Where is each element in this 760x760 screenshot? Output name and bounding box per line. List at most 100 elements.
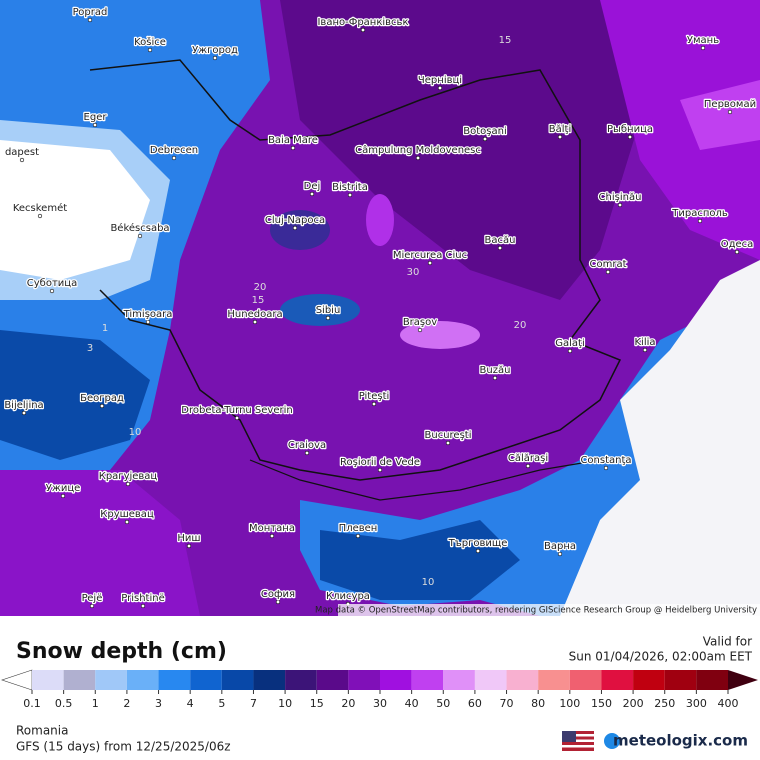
- city-dot: [325, 315, 331, 321]
- colorbar-swatch: [253, 670, 286, 690]
- colorbar-label: 30: [373, 697, 387, 710]
- colorbar-swatch: [664, 670, 697, 690]
- city-label: Prishtinë: [121, 593, 164, 604]
- city-label: Piteşti: [359, 391, 390, 402]
- city-dot: [734, 249, 740, 255]
- city-dot: [557, 134, 563, 140]
- city-label: Клисура: [326, 591, 370, 602]
- colorbar-swatch: [601, 670, 634, 690]
- city-dot: [292, 225, 298, 231]
- city-dot: [171, 155, 177, 161]
- city-label: Miercurea Ciuc: [393, 250, 467, 261]
- city-dot: [147, 47, 153, 53]
- city-label: Craiova: [288, 440, 326, 451]
- city-dot: [19, 157, 25, 163]
- colorbar-label: 200: [623, 697, 644, 710]
- contour-label: 10: [129, 427, 142, 438]
- city-label: Івано-Франківськ: [317, 16, 408, 28]
- city-dot: [475, 548, 481, 554]
- city-label: Търговище: [448, 538, 508, 549]
- city-label: Pejë: [82, 593, 103, 604]
- city-dot: [697, 218, 703, 224]
- city-label: Bacău: [485, 235, 516, 246]
- snow-region: [366, 194, 394, 246]
- snow-region: [320, 520, 520, 600]
- city-dot: [427, 260, 433, 266]
- city-dot: [304, 450, 310, 456]
- border: [249, 459, 601, 501]
- border: [89, 59, 622, 481]
- city-dot: [377, 467, 383, 473]
- city-label: Eger: [84, 112, 108, 123]
- city-dot: [60, 493, 66, 499]
- colorbar-label: 1: [92, 697, 99, 710]
- black-sea: [560, 260, 760, 616]
- colorbar-swatch: [95, 670, 127, 690]
- contour-label: 15: [252, 295, 265, 306]
- city-dot: [525, 463, 531, 469]
- attribution-box: [338, 604, 760, 616]
- city-dot: [642, 347, 648, 353]
- valid-label: Valid for: [703, 635, 752, 649]
- city-dot: [99, 403, 105, 409]
- colorbar-label: 100: [559, 697, 580, 710]
- city-dot: [87, 17, 93, 23]
- city-dot: [557, 551, 563, 557]
- city-dot: [269, 533, 275, 539]
- city-dot: [492, 375, 498, 381]
- city-label: Суботица: [27, 278, 77, 289]
- colorbar-label: 3: [155, 697, 162, 710]
- city-label: Baia Mare: [268, 135, 318, 146]
- colorbar-label: 300: [686, 697, 707, 710]
- colorbar-label: 7: [250, 697, 257, 710]
- colorbar-swatch: [569, 670, 602, 690]
- city-dot: [290, 145, 296, 151]
- colorbar-label: 40: [405, 697, 419, 710]
- colorbar-swatch: [32, 670, 64, 690]
- colorbar-swatch: [348, 670, 380, 690]
- city-dot: [309, 191, 315, 197]
- city-dot: [567, 348, 573, 354]
- city-label: Ниш: [177, 533, 200, 544]
- city-dot: [355, 533, 361, 539]
- snow-region: [680, 80, 760, 150]
- city-dot: [140, 603, 146, 609]
- city-label: Kilia: [634, 337, 655, 348]
- map: Poprad Košice Ужгород Івано-Франківськ Умань…: [0, 0, 760, 616]
- snow-region: [280, 294, 360, 326]
- city-dot: [371, 401, 377, 407]
- city-dot: [212, 55, 218, 61]
- city-label: Békéscsaba: [110, 222, 169, 234]
- city-label: Câmpulung Moldovenesc: [355, 144, 481, 156]
- colorbar-swatch: [538, 670, 570, 690]
- city-dot: [234, 415, 240, 421]
- city-dot: [415, 155, 421, 161]
- colorbar-swatch: [696, 670, 728, 690]
- city-dot: [360, 27, 366, 33]
- colorbar-over: [728, 670, 758, 690]
- city-label: Плевен: [339, 523, 378, 534]
- contour-label: 30: [407, 267, 420, 278]
- contour-label: 3: [87, 343, 93, 354]
- city-label: Roşiorii de Vede: [340, 457, 420, 468]
- city-label: Constanţa: [580, 455, 631, 466]
- city-dot: [482, 136, 488, 142]
- city-label: Первомай: [704, 99, 756, 110]
- snow-region: [600, 0, 760, 260]
- logo-icon: [604, 733, 620, 749]
- contour-label: 10: [422, 577, 435, 588]
- city-dot: [92, 122, 98, 128]
- snow-region: [0, 330, 150, 460]
- city-label: Београд: [80, 393, 124, 404]
- city-dot: [497, 245, 503, 251]
- city-dot: [137, 233, 143, 239]
- city-label: Dej: [304, 181, 321, 192]
- city-label: Hunedoara: [227, 309, 282, 320]
- city-label: Poprad: [73, 7, 108, 18]
- city-label: Kecskemét: [13, 202, 67, 214]
- city-label: Comrat: [589, 259, 626, 270]
- city-dot: [437, 85, 443, 91]
- city-dot: [627, 134, 633, 140]
- colorbar-label: 20: [341, 697, 355, 710]
